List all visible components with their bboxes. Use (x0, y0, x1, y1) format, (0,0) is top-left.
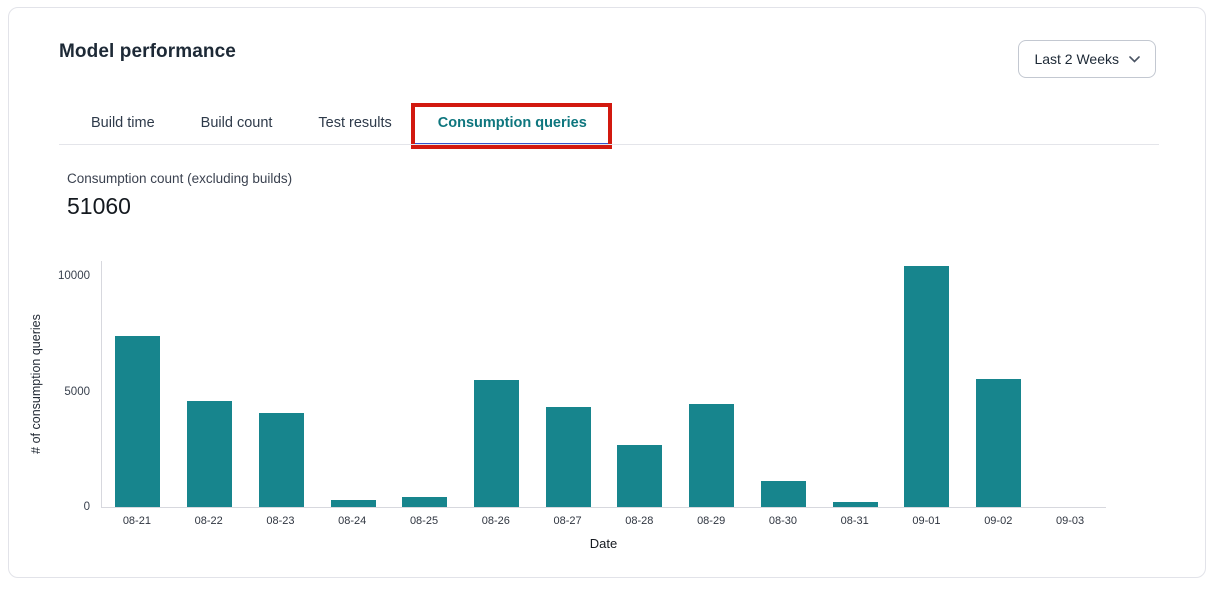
x-tick-08-23: 08-23 (266, 515, 295, 527)
tab-label: Test results (318, 115, 392, 131)
bar-08-31[interactable] (832, 502, 878, 507)
y-axis-title: # of consumption queries (29, 314, 43, 454)
y-axis-ticks: 0 5000 10000 (56, 261, 96, 513)
x-tick-09-02: 09-02 (984, 515, 1013, 527)
bar-slot-08-21 (102, 261, 174, 507)
bar-08-29[interactable] (689, 404, 735, 507)
bar-slot-08-25 (389, 261, 461, 507)
x-tick-08-29: 08-29 (697, 515, 726, 527)
bar-slot-08-31 (819, 261, 891, 507)
metric-label: Consumption count (excluding builds) (67, 171, 293, 186)
bar-slot-08-24 (317, 261, 389, 507)
date-range-value: Last 2 Weeks (1034, 51, 1119, 67)
bar-09-02[interactable] (975, 378, 1021, 507)
tab-build-count[interactable]: Build count (201, 113, 273, 133)
bar-08-22[interactable] (187, 400, 233, 507)
page-title: Model performance (59, 41, 236, 62)
x-tick-08-26: 08-26 (481, 515, 510, 527)
bar-09-01[interactable] (904, 265, 950, 507)
consumption-queries-chart: # of consumption queries 0 5000 10000 08-2… (29, 261, 1106, 551)
bar-08-28[interactable] (617, 444, 663, 507)
model-performance-card: Model performance Last 2 Weeks Build tim… (8, 7, 1206, 578)
x-tick-09-03: 09-03 (1055, 515, 1085, 527)
x-tick-08-25: 08-25 (409, 515, 439, 527)
bar-08-27[interactable] (545, 406, 591, 507)
bar-08-24[interactable] (330, 500, 376, 507)
y-tick-0: 0 (83, 501, 90, 513)
bar-slot-08-26 (461, 261, 533, 507)
bar-slot-08-27 (532, 261, 604, 507)
tab-consumption-queries[interactable]: Consumption queries (410, 103, 612, 149)
x-tick-08-21: 08-21 (122, 515, 151, 527)
tab-divider (59, 144, 1159, 145)
bar-slot-09-01 (891, 261, 963, 507)
y-tick-10000: 10000 (58, 270, 90, 283)
tab-test-results[interactable]: Test results (318, 113, 391, 133)
tab-label: Build time (91, 115, 155, 131)
x-tick-08-22: 08-22 (194, 515, 223, 527)
bar-08-30[interactable] (760, 480, 806, 507)
bar-slot-08-23 (245, 261, 317, 507)
x-axis-title: Date (589, 536, 618, 551)
x-axis-ticks: 08-21 08-22 08-23 08-24 08-25 08-26 08-27 08-28… (101, 515, 1106, 527)
bar-slot-09-02 (963, 261, 1035, 507)
bar-slot-08-22 (174, 261, 246, 507)
x-tick-08-27: 08-27 (553, 515, 582, 527)
consumption-count-metric: Consumption count (excluding builds) 510… (67, 171, 292, 220)
date-range-dropdown[interactable]: Last 2 Weeks (1018, 40, 1156, 78)
bar-08-25[interactable] (402, 497, 448, 507)
bar-slot-08-29 (676, 261, 748, 507)
bar-08-23[interactable] (258, 413, 304, 507)
x-tick-08-24: 08-24 (338, 515, 367, 527)
bar-08-21[interactable] (115, 336, 161, 507)
tab-label: Build count (200, 115, 273, 131)
y-tick-5000: 5000 (64, 385, 90, 398)
x-tick-09-01: 09-01 (912, 515, 941, 527)
bar-08-26[interactable] (473, 380, 519, 507)
tab-label: Consumption queries (437, 115, 587, 131)
x-tick-08-30: 08-30 (768, 515, 797, 527)
x-tick-08-31: 08-31 (840, 515, 869, 527)
chevron-down-icon (1129, 55, 1140, 63)
x-tick-08-28: 08-28 (625, 515, 654, 527)
bar-slot-08-28 (604, 261, 676, 507)
metric-value: 51060 (67, 193, 131, 219)
plot-area: # of consumption queries 0 5000 10000 (29, 261, 1106, 513)
bar-slot-09-03 (1034, 261, 1106, 507)
bar-slot-08-30 (747, 261, 819, 507)
tab-bar: Build time Build count Test results Cons… (91, 103, 612, 149)
tab-build-time[interactable]: Build time (91, 113, 155, 133)
